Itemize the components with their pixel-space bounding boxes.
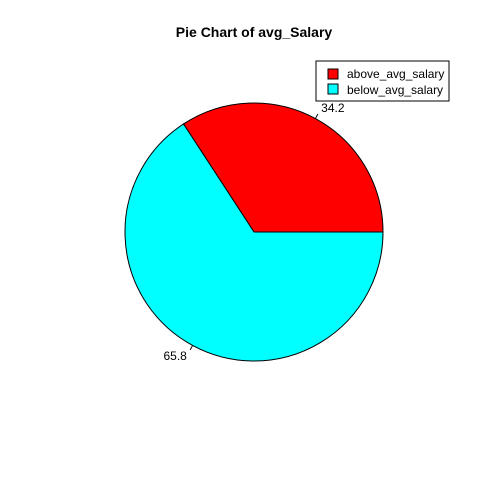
value-label-tick-above — [314, 113, 319, 119]
chart-title: Pie Chart of avg_Salary — [176, 24, 333, 40]
legend-label-above: above_avg_salary — [347, 67, 444, 81]
legend-swatch-below — [327, 83, 339, 95]
value-label-tick-below — [189, 345, 194, 351]
value-label-below: 65.8 — [163, 349, 187, 363]
pie-slice-below — [124, 123, 384, 362]
legend-label-below: below_avg_salary — [347, 83, 443, 97]
pie-slices — [124, 102, 384, 362]
value-label-above: 34.2 — [321, 101, 345, 115]
legend-swatch-above — [327, 68, 339, 80]
chart-legend: above_avg_salary below_avg_salary — [315, 60, 450, 102]
pie-value-labels: 34.2 65.8 — [163, 101, 344, 363]
